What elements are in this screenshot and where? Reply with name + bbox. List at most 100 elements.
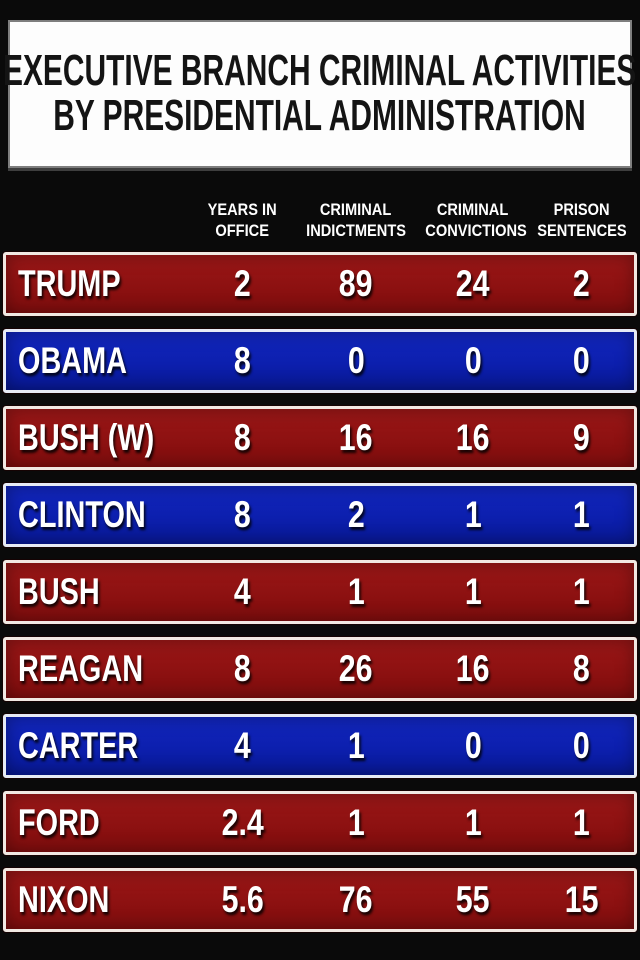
table-body: TRUMP 2 89 24 2 OBAMA 8 0 0 0 BUSH (W) 8… xyxy=(0,252,640,945)
column-header-label: YEARS IN xyxy=(207,199,278,219)
column-header-years-in-office: YEARS IN OFFICE xyxy=(190,199,295,245)
years-in-office-value: 8 xyxy=(234,340,251,381)
cell-president-name: BUSH xyxy=(6,563,190,621)
criminal-indictments-value: 0 xyxy=(347,340,365,381)
cell-criminal-convictions: 55 xyxy=(417,871,529,929)
president-name-label: REAGAN xyxy=(18,648,144,689)
cell-prison-sentences: 15 xyxy=(529,871,634,929)
page-title-line-1: EXECUTIVE BRANCH CRIMINAL ACTIVITIES xyxy=(3,46,637,96)
table-row-reagan: REAGAN 8 26 16 8 xyxy=(3,637,637,701)
cell-criminal-convictions: 16 xyxy=(417,640,529,698)
cell-criminal-indictments: 1 xyxy=(295,717,417,775)
prison-sentences-value: 0 xyxy=(573,340,590,381)
years-in-office-value: 8 xyxy=(234,494,251,535)
table-row-ford: FORD 2.4 1 1 1 xyxy=(3,791,637,855)
cell-prison-sentences: 0 xyxy=(529,332,634,390)
years-in-office-value: 8 xyxy=(234,648,251,689)
president-name-label: BUSH xyxy=(18,571,100,612)
cell-criminal-convictions: 1 xyxy=(417,794,529,852)
cell-criminal-convictions: 1 xyxy=(417,486,529,544)
prison-sentences-value: 1 xyxy=(573,802,590,843)
column-header-criminal-convictions: CRIMINAL CONVICTIONS xyxy=(417,199,529,245)
criminal-convictions-value: 1 xyxy=(464,494,482,535)
cell-president-name: REAGAN xyxy=(6,640,190,698)
cell-criminal-convictions: 16 xyxy=(417,409,529,467)
cell-president-name: BUSH (W) xyxy=(6,409,190,467)
cell-criminal-convictions: 24 xyxy=(417,255,529,313)
criminal-indictments-value: 26 xyxy=(339,648,373,689)
column-header-label: PRISON xyxy=(553,199,610,219)
cell-president-name: CLINTON xyxy=(6,486,190,544)
column-header-label: CONVICTIONS xyxy=(425,221,527,241)
years-in-office-value: 2 xyxy=(234,263,251,304)
president-name-label: TRUMP xyxy=(18,263,121,304)
president-name-label: CLINTON xyxy=(18,494,146,535)
president-name-label: NIXON xyxy=(18,879,110,920)
years-in-office-value: 8 xyxy=(234,417,251,458)
column-header-label: CRIMINAL xyxy=(437,199,509,219)
criminal-convictions-value: 16 xyxy=(456,648,490,689)
criminal-convictions-value: 16 xyxy=(456,417,490,458)
criminal-convictions-value: 0 xyxy=(464,725,482,766)
table-row-trump: TRUMP 2 89 24 2 xyxy=(3,252,637,316)
prison-sentences-value: 0 xyxy=(573,725,590,766)
cell-prison-sentences: 9 xyxy=(529,409,634,467)
president-name-label: CARTER xyxy=(18,725,139,766)
criminal-indictments-value: 2 xyxy=(347,494,365,535)
prison-sentences-value: 1 xyxy=(573,571,590,612)
cell-prison-sentences: 2 xyxy=(529,255,634,313)
cell-president-name: OBAMA xyxy=(6,332,190,390)
years-in-office-value: 5.6 xyxy=(221,879,264,920)
criminal-convictions-value: 1 xyxy=(464,571,482,612)
cell-criminal-indictments: 76 xyxy=(295,871,417,929)
cell-criminal-indictments: 0 xyxy=(295,332,417,390)
criminal-indictments-value: 76 xyxy=(339,879,373,920)
president-name-label: FORD xyxy=(18,802,100,843)
table-row-obama: OBAMA 8 0 0 0 xyxy=(3,329,637,393)
table-row-carter: CARTER 4 1 0 0 xyxy=(3,714,637,778)
criminal-convictions-value: 0 xyxy=(464,340,482,381)
column-header-label: INDICTMENTS xyxy=(306,221,406,241)
years-in-office-value: 4 xyxy=(234,571,251,612)
column-header-label: CRIMINAL xyxy=(320,199,392,219)
column-header-prison-sentences: PRISON SENTENCES xyxy=(529,199,634,245)
cell-prison-sentences: 8 xyxy=(529,640,634,698)
criminal-indictments-value: 1 xyxy=(347,802,365,843)
cell-years-in-office: 8 xyxy=(190,640,295,698)
cell-prison-sentences: 1 xyxy=(529,563,634,621)
prison-sentences-value: 8 xyxy=(573,648,590,689)
president-name-label: OBAMA xyxy=(18,340,128,381)
column-headers: YEARS IN OFFICE CRIMINAL INDICTMENTS CRI… xyxy=(6,168,634,248)
cell-president-name: TRUMP xyxy=(6,255,190,313)
table-row-nixon: NIXON 5.6 76 55 15 xyxy=(3,868,637,932)
cell-criminal-indictments: 2 xyxy=(295,486,417,544)
criminal-convictions-value: 1 xyxy=(464,802,482,843)
cell-prison-sentences: 1 xyxy=(529,794,634,852)
table-row-clinton: CLINTON 8 2 1 1 xyxy=(3,483,637,547)
president-name-label: BUSH (W) xyxy=(18,417,155,458)
cell-years-in-office: 2 xyxy=(190,255,295,313)
table-row-bush: BUSH 4 1 1 1 xyxy=(3,560,637,624)
cell-criminal-convictions: 0 xyxy=(417,717,529,775)
cell-criminal-indictments: 16 xyxy=(295,409,417,467)
cell-prison-sentences: 1 xyxy=(529,486,634,544)
table-row-bush-w: BUSH (W) 8 16 16 9 xyxy=(3,406,637,470)
cell-criminal-indictments: 26 xyxy=(295,640,417,698)
cell-years-in-office: 8 xyxy=(190,409,295,467)
cell-years-in-office: 8 xyxy=(190,486,295,544)
prison-sentences-value: 9 xyxy=(573,417,590,458)
cell-years-in-office: 5.6 xyxy=(190,871,295,929)
criminal-convictions-value: 55 xyxy=(456,879,490,920)
criminal-indictments-value: 1 xyxy=(347,571,365,612)
criminal-indictments-value: 89 xyxy=(339,263,373,304)
cell-years-in-office: 2.4 xyxy=(190,794,295,852)
prison-sentences-value: 1 xyxy=(573,494,590,535)
cell-criminal-convictions: 0 xyxy=(417,332,529,390)
cell-criminal-indictments: 1 xyxy=(295,563,417,621)
prison-sentences-value: 15 xyxy=(564,879,599,920)
cell-criminal-convictions: 1 xyxy=(417,563,529,621)
criminal-convictions-value: 24 xyxy=(456,263,490,304)
cell-years-in-office: 8 xyxy=(190,332,295,390)
column-header-label: SENTENCES xyxy=(536,221,627,241)
